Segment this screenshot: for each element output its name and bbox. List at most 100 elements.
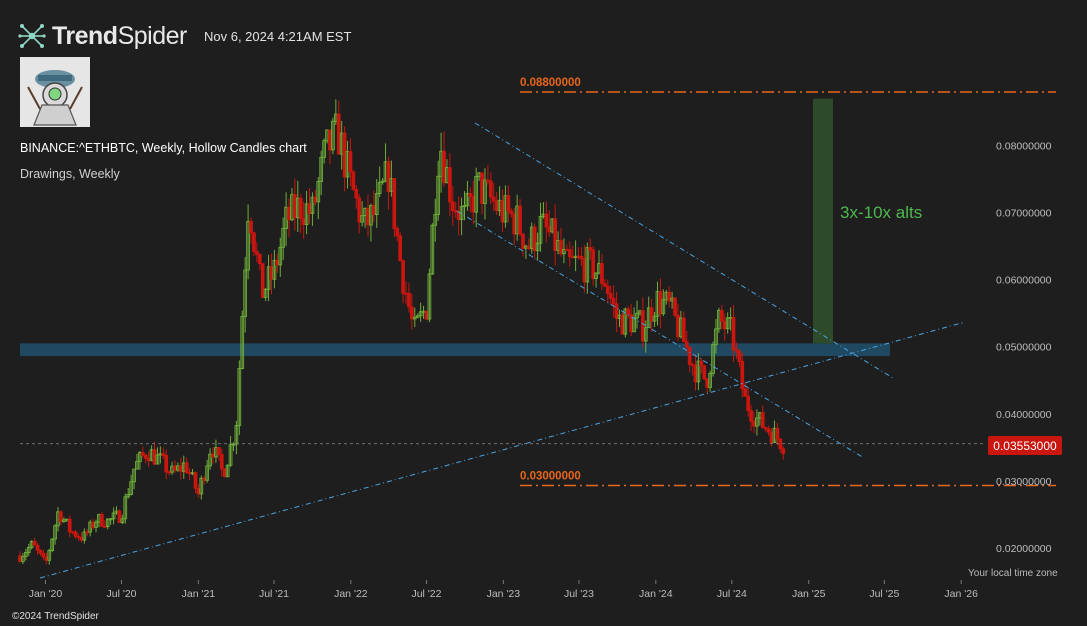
candle [521,233,525,257]
candle-body [521,233,525,249]
candle-body [228,444,233,466]
candle [766,425,771,436]
candle [503,185,508,228]
candle [646,296,651,329]
candle-body [506,195,511,212]
candle [354,185,359,209]
candle [152,441,157,466]
candle [222,467,227,478]
candle-body [219,454,224,470]
candle [102,520,107,528]
candle [594,272,598,288]
candle [673,296,677,318]
candle [585,242,590,294]
candle-body [246,220,250,271]
candle [404,281,408,305]
candle [272,249,277,289]
candle-body [567,249,572,258]
candle-body [643,327,648,342]
candle-body [336,113,341,155]
candle [655,281,660,326]
candle-body [553,218,557,251]
candle-body [278,246,283,266]
candle [237,360,242,435]
candle [453,202,458,218]
x-tick-label: Jul '24 [717,588,747,600]
candle-body [681,317,686,342]
candle [363,207,367,228]
candle [64,518,69,523]
candle [117,509,122,524]
candle [705,378,710,394]
candle-body [377,181,382,194]
candle-body [407,292,411,308]
candle [398,232,403,262]
candle [687,346,692,373]
candle [497,186,502,217]
candle [725,312,730,334]
candle-body [743,388,748,397]
candle [211,447,215,465]
candle-body [217,447,221,455]
candle-body [693,364,698,383]
candle-body [371,205,376,215]
candle-body [392,178,397,230]
candle-body [395,228,400,237]
candle [570,245,575,259]
candle [360,201,364,227]
candle-body [143,454,148,459]
candles [18,99,786,565]
candle-body [570,256,575,259]
candle [217,447,221,461]
drawings-line: Drawings, Weekly [20,167,120,181]
candle-body [111,512,116,520]
candle [252,231,256,257]
x-tick-label: Jan '26 [944,588,978,600]
copyright: ©2024 TrendSpider [12,611,99,622]
candle [333,99,338,125]
candle [538,202,543,252]
candle-body [44,556,49,561]
candle [500,189,505,232]
candle [781,446,786,460]
candle [775,422,780,446]
candle [424,310,429,321]
candle-body [50,538,55,551]
candle-body [535,242,540,252]
candle [26,543,31,556]
candle [506,185,511,223]
candle [515,194,519,241]
candle [749,404,753,431]
candle [348,138,353,187]
candle-body [763,427,768,430]
candle [740,352,745,398]
candle [699,357,704,374]
candle-body [468,193,473,197]
candle [70,530,75,535]
candle-body [778,438,783,450]
candle [94,519,98,533]
candle-body [272,259,277,280]
timezone-label[interactable]: Your local time zone [968,568,1058,579]
candle [708,370,712,392]
candle [214,439,218,463]
candle [266,254,271,302]
candle-body [398,235,403,262]
candle-body [585,247,590,283]
candle-body [544,213,549,228]
candle-body [684,341,689,348]
candle-body [603,283,607,287]
candle [322,138,326,164]
target-label: 3x-10x alts [840,203,922,222]
candle [512,207,517,246]
candle-body [21,556,25,562]
y-tick-label: 0.08000000 [996,141,1052,153]
candle-body [205,465,210,481]
candle-body [658,291,663,315]
candle-body [374,193,379,215]
candle-body [579,255,584,260]
candle [670,291,674,309]
candle-body [138,452,142,462]
candle-body [255,251,259,255]
